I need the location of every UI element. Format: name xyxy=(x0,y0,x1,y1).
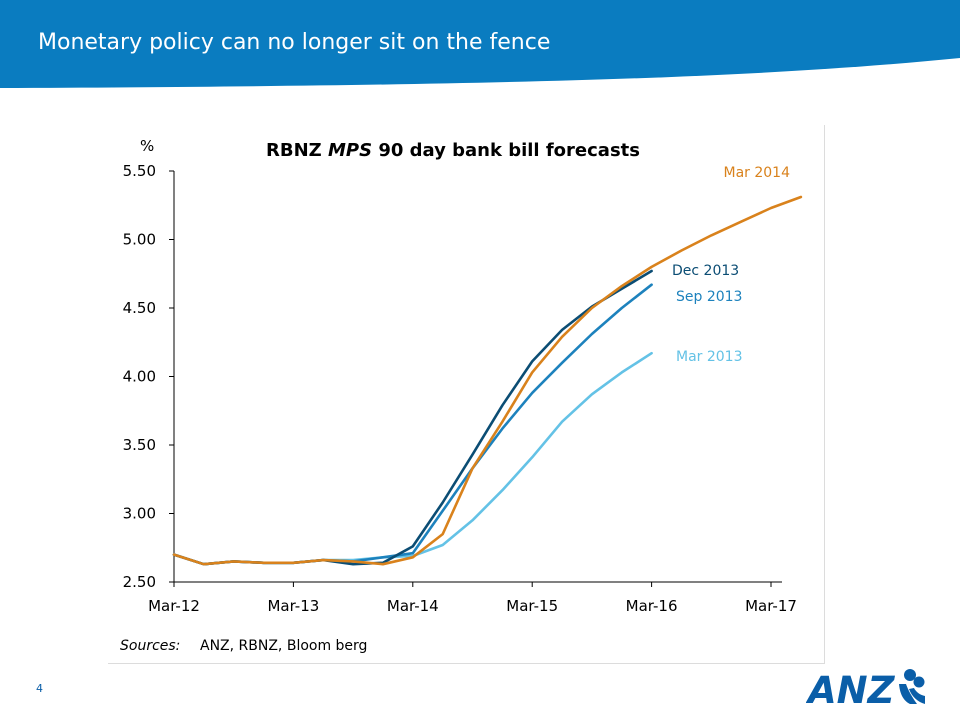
y-tick-label: 5.50 xyxy=(123,162,156,180)
series-lines xyxy=(172,195,803,566)
chart-title-part-italic: MPS xyxy=(328,140,372,161)
y-tick-label: 4.00 xyxy=(123,368,156,386)
line-chart: % RBNZ MPS 90 day bank bill forecasts 2.… xyxy=(120,137,803,654)
anz-logo-text: ANZ xyxy=(806,669,896,710)
series-line-dec-2013 xyxy=(172,269,653,566)
sources-label: Sources: xyxy=(120,638,180,654)
y-tick-label: 2.50 xyxy=(123,573,156,591)
y-tick-label: 3.00 xyxy=(123,505,156,523)
anz-logo: ANZ xyxy=(806,669,925,710)
x-tick-label: Mar-17 xyxy=(745,597,797,615)
chart-title-part: 90 day bank bill forecasts xyxy=(372,140,640,161)
x-tick-label: Mar-15 xyxy=(506,597,558,615)
series-label: Sep 2013 xyxy=(676,289,742,305)
people-icon xyxy=(899,669,925,704)
chart-panel: % RBNZ MPS 90 day bank bill forecasts 2.… xyxy=(108,125,825,664)
title-banner xyxy=(0,0,960,90)
page-number: 4 xyxy=(36,682,43,695)
page-title: Monetary policy can no longer sit on the… xyxy=(38,30,551,55)
y-tick-label: 3.50 xyxy=(123,436,156,454)
y-ticks: 2.50 3.00 3.50 4.00 4.50 5.00 5.50 xyxy=(123,162,174,591)
series-label: Dec 2013 xyxy=(672,263,739,279)
x-tick-label: Mar-16 xyxy=(626,597,678,615)
series-line-mar-2014 xyxy=(172,195,803,566)
x-tick-label: Mar-14 xyxy=(387,597,439,615)
x-tick-label: Mar-12 xyxy=(148,597,200,615)
y-tick-label: 4.50 xyxy=(123,299,156,317)
chart-title: RBNZ MPS 90 day bank bill forecasts xyxy=(266,140,640,161)
y-tick-label: 5.00 xyxy=(123,231,156,249)
sources-text: ANZ, RBNZ, Bloom berg xyxy=(200,638,367,654)
x-ticks: Mar-12 Mar-13 Mar-14 Mar-15 Mar-16 Mar-17 xyxy=(148,582,797,615)
chart-title-part: RBNZ xyxy=(266,140,328,161)
series-line-mar-2013 xyxy=(172,351,653,566)
x-tick-label: Mar-13 xyxy=(267,597,319,615)
series-label: Mar 2014 xyxy=(724,165,791,181)
banner-shape xyxy=(0,0,960,88)
series-labels: Mar 2014 Dec 2013 Sep 2013 Mar 2013 xyxy=(672,165,790,365)
series-label: Mar 2013 xyxy=(676,349,743,365)
series-line-sep-2013 xyxy=(172,283,653,566)
y-axis-unit: % xyxy=(140,137,154,155)
